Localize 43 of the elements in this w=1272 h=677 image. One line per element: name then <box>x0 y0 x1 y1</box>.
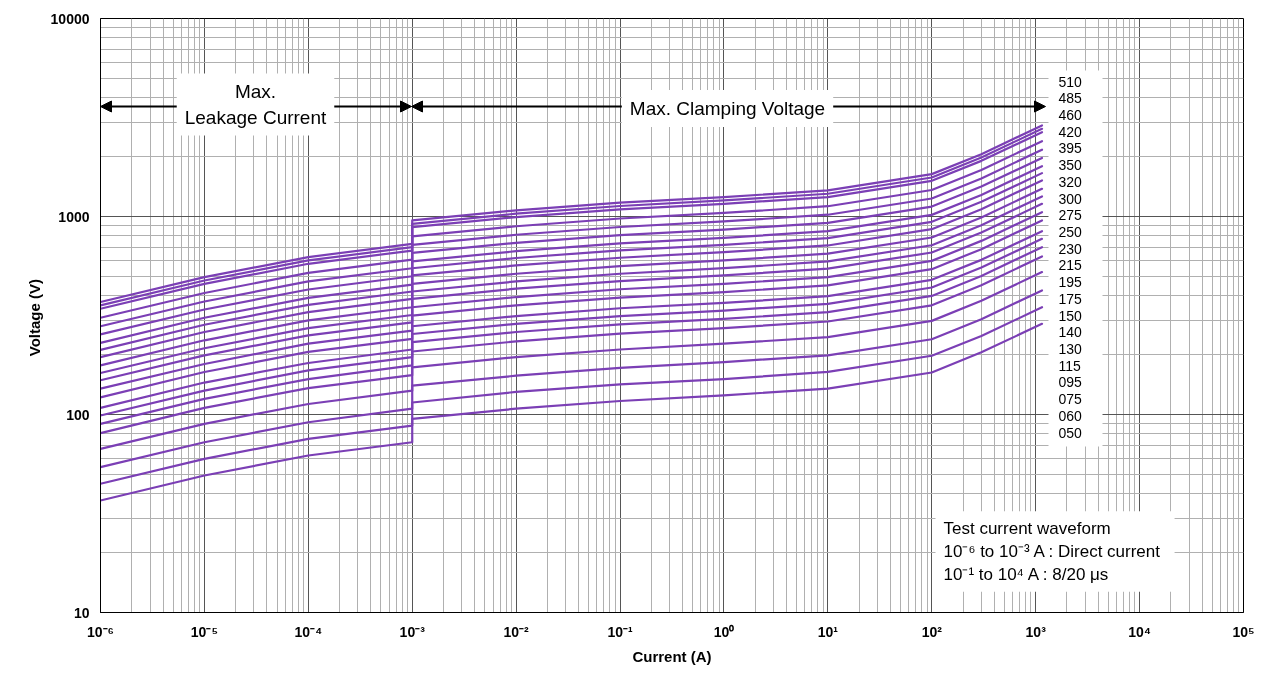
text: 050 <box>1058 424 1083 441</box>
series-label: 420 <box>1058 123 1083 140</box>
text: 250 <box>1058 223 1083 240</box>
text: 130 <box>1058 340 1083 357</box>
text: 075 <box>1058 391 1083 408</box>
series-label: 350 <box>1058 157 1083 174</box>
series-label: 485 <box>1058 90 1083 107</box>
x-tick-label: 10⁻² <box>503 623 530 640</box>
y-tick-label: 1000 <box>58 208 90 225</box>
text: 060 <box>1058 407 1083 424</box>
x-tick-label: 10⁻¹ <box>607 623 633 640</box>
text: 095 <box>1058 374 1083 391</box>
x-tick-label: 10⁻⁶ <box>86 623 115 640</box>
series-label: 300 <box>1058 190 1083 207</box>
text: 215 <box>1058 257 1083 274</box>
x-tick-label: 10³ <box>1025 623 1047 640</box>
text: 150 <box>1058 307 1083 324</box>
x-tick-label: 10⁰ <box>713 623 735 640</box>
y-tick-label: 100 <box>66 406 90 423</box>
series-label: 460 <box>1058 106 1083 123</box>
text: 175 <box>1058 290 1083 307</box>
y-tick-label: 10000 <box>50 10 90 27</box>
annotation: Max. Clamping Voltage <box>629 98 826 119</box>
x-tick-label: 10⁵ <box>1232 623 1255 640</box>
text: 140 <box>1058 324 1083 341</box>
y-tick-label: 10 <box>73 604 90 621</box>
x-tick-label: 10⁴ <box>1128 623 1151 640</box>
x-tick-label: 10⁻⁵ <box>190 623 218 640</box>
annotation: Max. Leakage Current <box>184 81 327 128</box>
text: 510 <box>1058 73 1083 90</box>
y-axis-title: Voltage (V) <box>25 278 43 357</box>
text: 275 <box>1058 207 1083 224</box>
x-tick-label: 10⁻⁴ <box>294 623 323 640</box>
annotation: Test current waveform 10⁻⁶ to 10⁻³ A : Direct current 10⁻¹ to 10⁴ A : 8/20 μs <box>943 519 1161 584</box>
x-axis-title: Current (A) <box>632 647 712 665</box>
text: 115 <box>1058 357 1082 374</box>
x-tick-label: 10² <box>921 623 943 640</box>
series-label: 320 <box>1058 173 1083 190</box>
x-tick-label: 10¹ <box>817 623 839 640</box>
x-tick-label: 10⁻³ <box>399 623 426 640</box>
text: 195 <box>1058 274 1083 291</box>
series-label: 395 <box>1058 140 1083 157</box>
text: 230 <box>1058 240 1083 257</box>
